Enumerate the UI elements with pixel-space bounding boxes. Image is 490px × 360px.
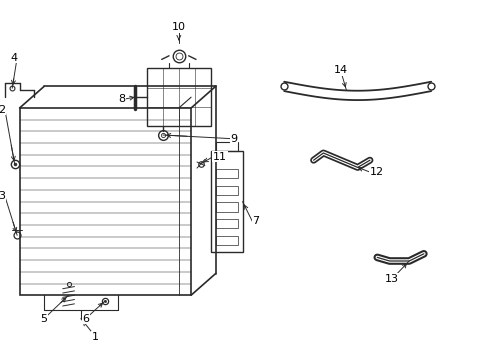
Bar	[216, 236, 238, 245]
Text: 12: 12	[370, 167, 384, 177]
Bar	[216, 202, 238, 212]
Text: 8: 8	[118, 94, 125, 104]
Text: 3: 3	[0, 191, 5, 201]
Bar	[216, 219, 238, 229]
Text: 2: 2	[0, 105, 5, 115]
Text: 13: 13	[385, 274, 399, 284]
Bar	[216, 186, 238, 195]
Text: 11: 11	[213, 152, 227, 162]
Text: 6: 6	[82, 314, 89, 324]
Text: 7: 7	[252, 216, 260, 226]
Text: 9: 9	[230, 134, 238, 144]
Bar	[147, 68, 211, 126]
Bar	[216, 142, 238, 151]
Text: 10: 10	[172, 22, 186, 32]
Bar	[216, 169, 238, 178]
Bar	[211, 151, 243, 252]
Text: 4: 4	[10, 53, 17, 63]
Text: 5: 5	[41, 314, 48, 324]
Text: 14: 14	[334, 65, 347, 75]
Text: 1: 1	[92, 332, 99, 342]
Bar	[20, 108, 191, 295]
